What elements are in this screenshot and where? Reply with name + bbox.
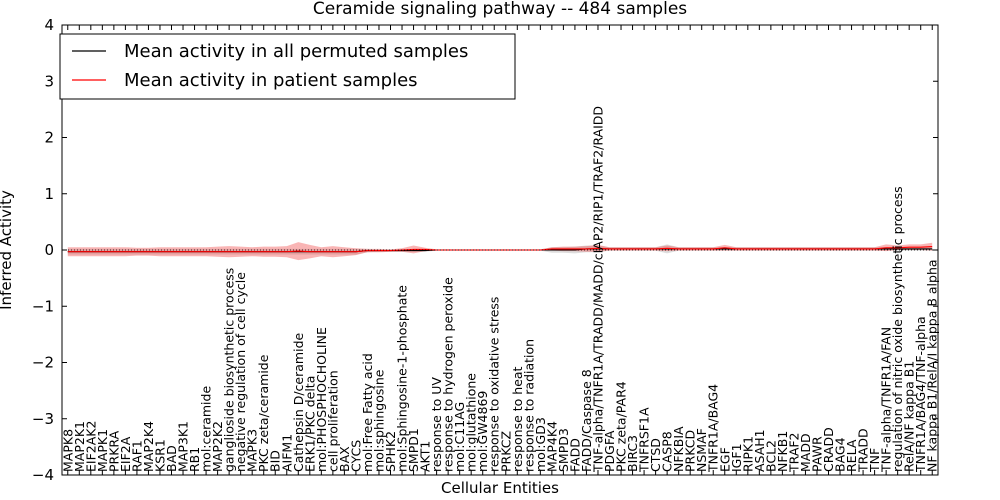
x-tick-label: CASP8 [660,431,675,472]
x-tick-label: mol:sphingosine [372,369,387,472]
x-tick-label: BIRC3 [625,435,640,472]
x-tick-label: MAPK8 [60,429,75,472]
x-tick-label: RELA [844,439,859,472]
x-tick-label: response to radiation [521,339,536,472]
x-tick-label: mol:glutathione [464,373,479,472]
legend-label-permuted: Mean activity in all permuted samples [124,41,468,62]
x-tick-label: FADD [567,438,582,472]
x-tick-label: response to UV [429,377,444,472]
x-tick-label: PDGFA [602,430,617,472]
x-tick-label: MAPK1 [95,429,110,472]
x-tick-label: NFKBIA [671,426,686,472]
x-tick-label: CYCS [348,440,363,472]
x-tick-label: BAD [164,445,179,472]
x-tick-label: IGF1 [729,443,744,472]
x-tick-label: KSR1 [153,439,168,472]
x-tick-label: mol:C11AG [452,402,467,472]
x-tick-label: cell proliferation [325,370,340,472]
y-tick-label: −4 [32,466,54,484]
y-tick-label: 1 [44,185,54,203]
y-axis-label: Inferred Activity [0,190,15,310]
x-tick-label: mol:PHOSPHOCHOLINE [314,327,329,472]
x-tick-label: SMPD3 [556,428,571,472]
x-tick-label: TNFR1A/BAG4/TNF-alpha [913,316,928,473]
chart-title: Ceramide signaling pathway -- 484 sample… [313,0,687,19]
x-tick-label: EIF2AK2 [83,421,98,472]
x-tick-label: MAP2K2 [210,421,225,472]
x-tick-label: SMPD1 [406,428,421,472]
x-tick-label: BAG4 [833,437,848,472]
y-tick-label: −3 [32,410,54,428]
x-tick-label: AIFM1 [279,434,294,472]
y-tick-label: 0 [44,241,54,259]
x-tick-label: TRADD [856,428,871,473]
y-tick-label: 3 [44,72,54,90]
x-tick-label: response to oxidative stress [487,297,502,472]
x-tick-label: response to hydrogen peroxide [441,277,456,472]
x-tick-label: ganglioside biosynthetic process [222,268,237,472]
x-tick-label: MAP2K1 [72,421,87,472]
x-tick-label: TNFRSF1A [637,407,652,473]
x-tick-label: regulation of nitric oxide biosynthetic … [890,186,905,472]
y-tick-label: −1 [32,297,54,315]
x-tick-label: negative regulation of cell cycle [233,272,248,472]
x-tick-label: AKT1 [418,441,433,472]
x-tick-label: RIPK1 [740,436,755,472]
x-tick-label: PKC zeta/ceramide [256,354,271,472]
x-tick-label: BCL2 [763,440,778,472]
x-tick-label: TNF-alpha/TNFR1A/TRADD/MADD/cIAP2/RIP1/T… [591,106,606,473]
x-tick-label: mol:ceramide [199,386,214,472]
x-tick-label: PAWR [810,436,825,472]
x-tick-label: RelA/NF kappa B1 [902,361,917,472]
x-tick-label: BAX [337,446,352,472]
x-tick-label: NSMAF [694,428,709,472]
x-tick-label: EIF2A [118,436,133,472]
x-tick-label: PRKCZ [498,431,513,472]
x-tick-label: BID [268,450,283,472]
x-axis-label: Cellular Entities [441,479,559,497]
x-tick-label: PRKRA [106,430,121,472]
x-tick-label: mol:GD3 [533,417,548,472]
x-tick-label: mol:Sphingosine-1-phosphate [395,285,410,472]
x-tick-label: ERK1/PKC delta [302,376,317,472]
x-tick-label: SPHK2 [383,431,398,472]
x-tick-label: TNF [867,448,882,473]
x-tick-label: TNFR1A/BAG4 [706,384,721,473]
x-tick-label: NF kappa B1/RelA/I kappa B alpha [925,259,940,472]
x-tick-label: EGF [717,447,732,472]
x-tick-label: mol:Free Fatty acid [360,353,375,472]
x-tick-label: MAP2K4 [141,421,156,472]
band-patient [67,242,933,261]
x-tick-label: PKC zeta/PAR4 [614,381,629,472]
y-tick-label: 4 [44,16,54,34]
y-tick-label: −2 [32,354,54,372]
x-tick-label: FADD/Caspase 8 [579,369,594,472]
x-tick-label: response to heat [510,366,525,472]
x-tick-label: RB1 [187,447,202,472]
legend: Mean activity in all permuted samples Me… [59,33,516,100]
x-tick-label: MADD [798,433,813,472]
x-tick-label: TNF-alpha/TNFR1A/FAN [879,327,894,473]
x-tick-label: CRADD [821,427,836,472]
x-tick-label: NFKB1 [775,431,790,472]
legend-label-patient: Mean activity in patient samples [124,70,418,91]
x-tick-label: PRKCD [683,430,698,472]
x-tick-label: Cathepsin D/ceramide [291,332,306,472]
y-tick-label: 2 [44,129,54,147]
x-tick-label: RAF1 [129,440,144,472]
x-tick-label: MAPK3 [245,429,260,472]
x-tick-label: TRAF2 [786,432,801,473]
x-tick-label: ASAH1 [752,429,767,472]
x-tick-label: MAP4K4 [544,421,559,472]
x-tick-label: MAP3K1 [176,421,191,472]
x-tick-label: CTSD [648,438,663,472]
x-tick-label: mol:GW4869 [475,391,490,472]
